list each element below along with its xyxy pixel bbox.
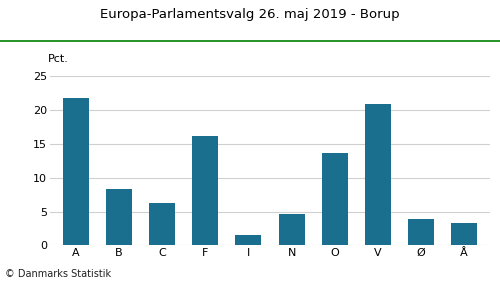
Bar xyxy=(408,219,434,245)
Text: © Danmarks Statistik: © Danmarks Statistik xyxy=(5,269,111,279)
Bar xyxy=(236,235,262,245)
Text: Europa-Parlamentsvalg 26. maj 2019 - Borup: Europa-Parlamentsvalg 26. maj 2019 - Bor… xyxy=(100,8,400,21)
Bar xyxy=(106,189,132,245)
Bar xyxy=(63,98,89,245)
Text: Pct.: Pct. xyxy=(48,54,68,64)
Bar xyxy=(192,136,218,245)
Bar xyxy=(365,104,391,245)
Bar xyxy=(149,203,175,245)
Bar xyxy=(451,223,477,245)
Bar xyxy=(322,153,347,245)
Bar xyxy=(278,213,304,245)
